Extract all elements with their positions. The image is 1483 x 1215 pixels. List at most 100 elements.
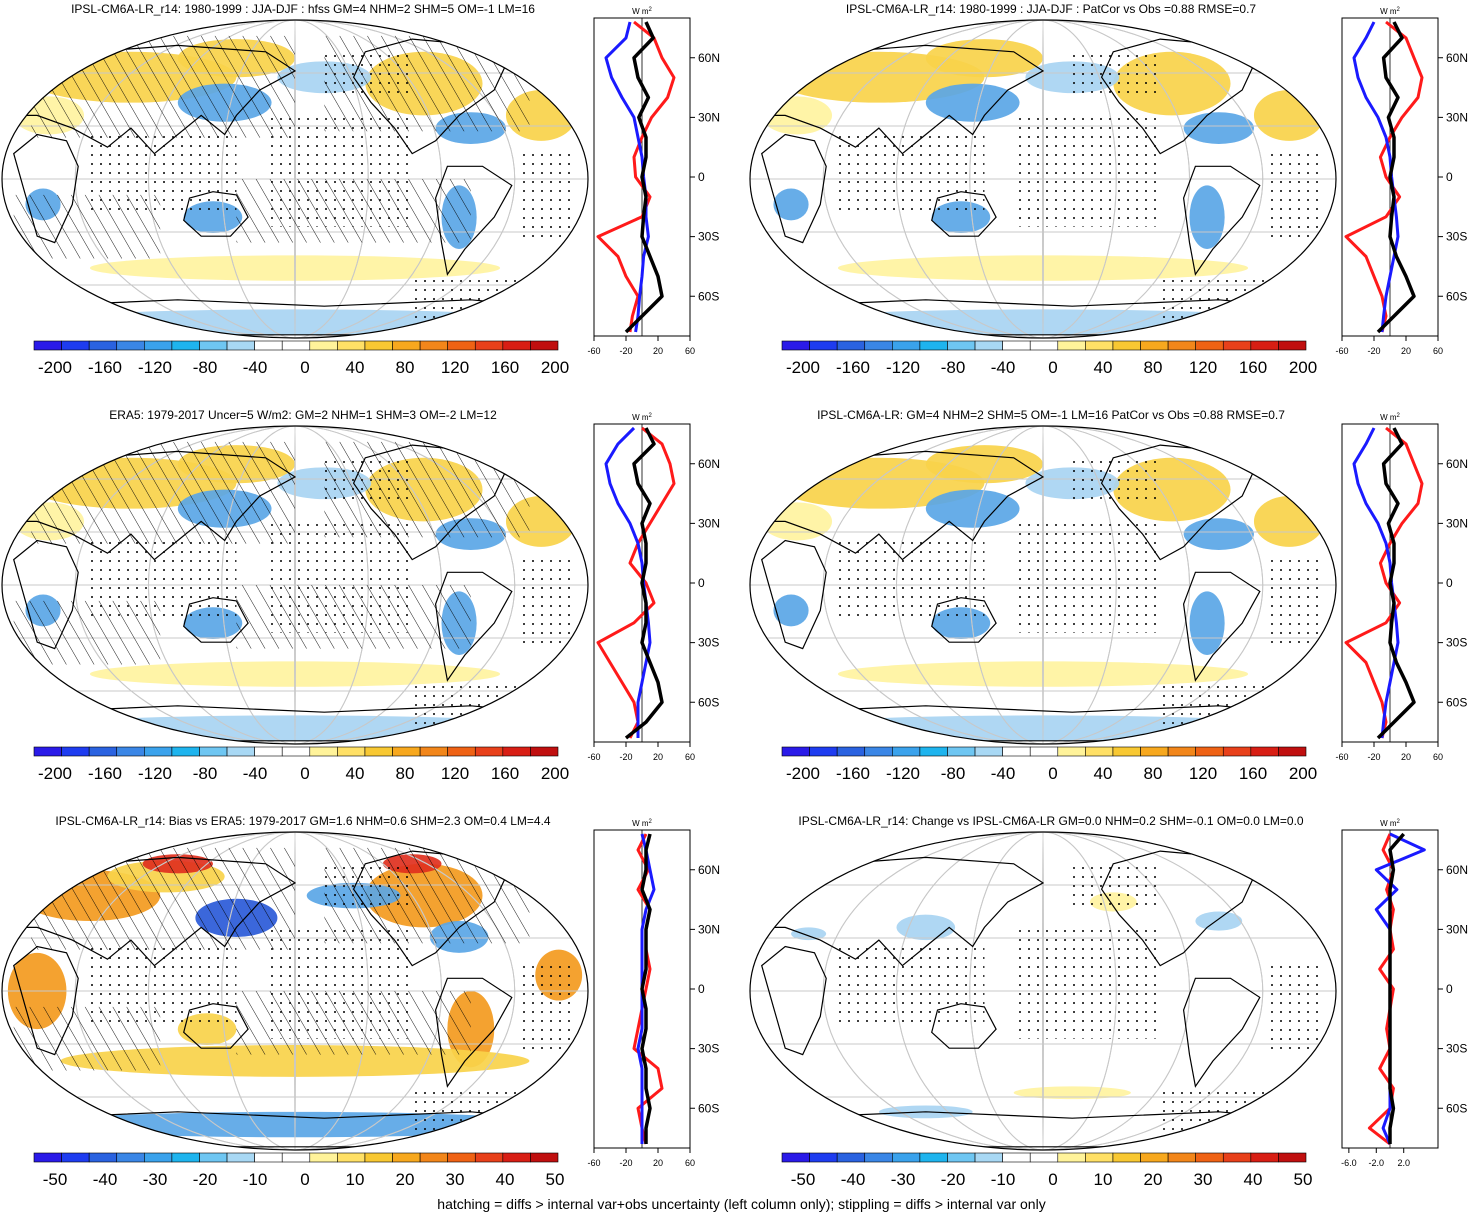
- colorbar-swatch: [33, 1152, 62, 1163]
- lat-label: 0: [698, 982, 705, 996]
- colorbar-swatch: [337, 746, 366, 757]
- lat-label: 30S: [1446, 636, 1467, 650]
- colorbar-swatch: [1057, 340, 1086, 351]
- colorbar-label: -40: [93, 1170, 118, 1189]
- colorbar-swatch: [1250, 1152, 1279, 1163]
- colorbar-swatch: [974, 1152, 1003, 1163]
- continent-africa: [13, 539, 79, 650]
- colorbar-swatch: [1002, 746, 1031, 757]
- colorbar-swatch: [61, 1152, 90, 1163]
- colorbar-swatch: [1112, 1152, 1141, 1163]
- colorbar-swatch: [864, 746, 893, 757]
- colorbar-label: 30: [1194, 1170, 1213, 1189]
- map-svg: -200 -160 -120 -80 -40 0 40 80 120 160 200: [1, 425, 589, 783]
- colorbar-swatch: [530, 746, 559, 757]
- lat-label: 30S: [698, 230, 719, 244]
- colorbar-swatch: [171, 340, 200, 351]
- anomaly-region: [773, 188, 809, 221]
- zonal-unit: W m2: [632, 413, 652, 422]
- colorbar-label: -200: [786, 764, 820, 783]
- colorbar-swatch: [1057, 1152, 1086, 1163]
- colorbar-label: 40: [346, 764, 365, 783]
- x-tick-label: 20: [653, 346, 663, 356]
- panel-obs-era5: ERA5: 1979-2017 Uncer=5 W/m2: GM=2 NHM=1…: [0, 406, 735, 806]
- map-svg: -50 -40 -30 -20 -10 0 10 20 30 40 50: [749, 831, 1337, 1189]
- colorbar-swatch: [1167, 1152, 1196, 1163]
- anomaly-region: [791, 927, 827, 941]
- x-tick-label: -60: [1335, 752, 1348, 762]
- continent-s_america: [1182, 165, 1261, 276]
- colorbar-swatch: [33, 746, 62, 757]
- colorbar-label: 160: [1239, 764, 1267, 783]
- colorbar-swatch: [116, 746, 145, 757]
- colorbar-swatch: [281, 746, 311, 757]
- map-area: [2, 426, 588, 744]
- stippling: [412, 1086, 559, 1135]
- colorbar-swatch: [447, 340, 476, 351]
- continent-greenland: [1264, 840, 1308, 871]
- colorbar-swatch: [447, 1152, 476, 1163]
- colorbar-label: 20: [396, 1170, 415, 1189]
- stippling: [1013, 521, 1161, 633]
- continent-greenland: [516, 434, 560, 465]
- colorbar-swatch: [919, 1152, 948, 1163]
- colorbar-label: 80: [1144, 358, 1163, 377]
- anomaly-region: [773, 594, 809, 627]
- colorbar-swatch: [502, 340, 531, 351]
- colorbar-label: -40: [991, 358, 1016, 377]
- continent-s_america: [434, 977, 513, 1088]
- continent-africa: [761, 133, 827, 244]
- lat-label: 30N: [698, 110, 720, 124]
- colorbar-label: 80: [396, 358, 415, 377]
- colorbar-swatch: [199, 340, 228, 351]
- map-title: IPSL-CM6A-LR_r14: 1980-1999 : JJA-DJF : …: [71, 2, 535, 16]
- x-tick-label: 20: [653, 752, 663, 762]
- colorbar-swatch: [919, 340, 948, 351]
- colorbar-swatch: [1195, 1152, 1224, 1163]
- longitude-line: [74, 832, 516, 1150]
- colorbar-swatch: [309, 746, 338, 757]
- colorbar-label: -40: [243, 764, 268, 783]
- colorbar-swatch: [392, 1152, 421, 1163]
- colorbar-label: 50: [1294, 1170, 1313, 1189]
- lat-label: 0: [1446, 576, 1453, 590]
- zonal-mean-plot: W m2 60N 30N 0 30S 60S -60 -20 20 60: [587, 7, 720, 356]
- colorbar-label: -80: [193, 764, 218, 783]
- zonal-unit: W m2: [1380, 819, 1400, 828]
- colorbar-swatch: [474, 340, 504, 351]
- colorbar-label: 160: [491, 358, 519, 377]
- colorbar-swatch: [502, 1152, 531, 1163]
- colorbar-swatch: [1222, 1152, 1252, 1163]
- stippling: [324, 863, 413, 912]
- colorbar-swatch: [61, 746, 90, 757]
- colorbar-label: -200: [38, 358, 72, 377]
- map-svg: -200 -160 -120 -80 -40 0 40 80 120 160 200: [1, 19, 589, 377]
- colorbar-label: 0: [300, 358, 309, 377]
- zonal-unit: W m2: [632, 819, 652, 828]
- stippling: [1265, 553, 1325, 649]
- stippling: [517, 553, 577, 649]
- zonal-mean-plot: W m2 60N 30N 0 30S 60S -60 -20 20 60: [587, 413, 720, 762]
- continent-europe_asia: [750, 856, 1045, 967]
- stippling: [89, 131, 237, 211]
- colorbar-label: -200: [38, 764, 72, 783]
- colorbar-label: -80: [941, 358, 966, 377]
- continent-greenland: [1264, 434, 1308, 465]
- colorbar-swatch: [892, 1152, 921, 1163]
- series-difference: [624, 427, 664, 740]
- colorbar-label: -20: [193, 1170, 218, 1189]
- continent-s_america: [1182, 977, 1261, 1088]
- colorbar-swatch: [1195, 746, 1224, 757]
- x-tick-label: -60: [587, 1158, 600, 1168]
- colorbar-swatch: [61, 340, 90, 351]
- colorbar-swatch: [392, 340, 421, 351]
- map-area: [750, 426, 1336, 744]
- continent-greenland: [516, 840, 560, 871]
- colorbar-label: 80: [396, 764, 415, 783]
- stippling: [89, 537, 237, 617]
- colorbar-label: 120: [1189, 358, 1217, 377]
- colorbar-swatch: [919, 746, 948, 757]
- stippling: [265, 927, 413, 1039]
- anomaly-region: [1253, 89, 1325, 141]
- colorbar-swatch: [1222, 746, 1252, 757]
